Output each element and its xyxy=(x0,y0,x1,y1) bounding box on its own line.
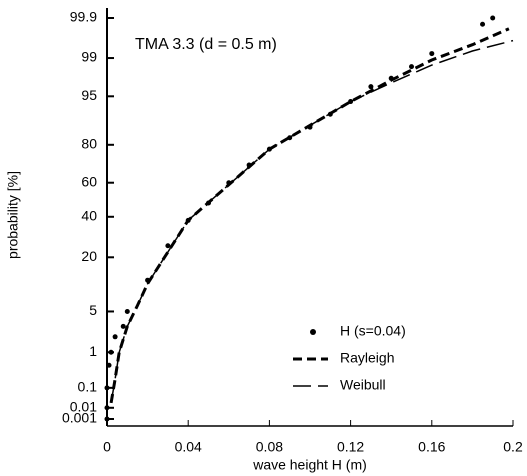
x-tick-label: 0.08 xyxy=(256,439,283,455)
data-point xyxy=(104,416,110,422)
data-point xyxy=(112,334,118,340)
x-axis-label: wave height H (m) xyxy=(252,457,367,473)
legend-label: H (s=0.04) xyxy=(340,323,406,339)
data-point xyxy=(120,323,126,329)
data-point xyxy=(490,15,496,21)
y-tick-label: 60 xyxy=(81,173,97,189)
series-line xyxy=(110,39,514,404)
x-tick-label: 0.12 xyxy=(337,439,364,455)
data-point xyxy=(409,64,414,70)
x-tick-label: 0.2 xyxy=(503,439,523,455)
data-point xyxy=(480,21,486,27)
legend-label: Weibull xyxy=(340,377,386,393)
x-tick-label: 0.16 xyxy=(418,439,445,455)
y-tick-label: 0.01 xyxy=(70,398,97,414)
y-tick-label: 5 xyxy=(89,302,97,318)
legend-label: Rayleigh xyxy=(340,350,394,366)
data-point xyxy=(124,308,130,314)
y-tick-label: 99 xyxy=(81,49,97,65)
data-point xyxy=(106,362,112,368)
y-tick-label: 80 xyxy=(81,136,97,152)
y-tick-label: 0.001 xyxy=(62,410,97,426)
y-tick-label: 95 xyxy=(81,87,97,103)
data-point xyxy=(104,385,110,391)
data-point xyxy=(429,51,435,57)
y-axis-label: probability [%] xyxy=(5,171,21,259)
y-tick-label: 20 xyxy=(81,248,97,264)
data-point xyxy=(108,349,114,355)
chart-title: TMA 3.3 (d = 0.5 m) xyxy=(135,36,277,53)
y-tick-label: 1 xyxy=(89,343,97,359)
legend-marker xyxy=(310,329,316,335)
y-tick-label: 99.9 xyxy=(70,9,97,25)
data-point xyxy=(368,84,374,90)
y-tick-label: 0.1 xyxy=(78,379,98,395)
data-point xyxy=(104,405,110,411)
x-tick-label: 0.04 xyxy=(175,439,202,455)
y-tick-label: 40 xyxy=(81,207,97,223)
series-line xyxy=(109,27,510,404)
data-point xyxy=(165,243,171,249)
x-tick-label: 0 xyxy=(103,439,111,455)
